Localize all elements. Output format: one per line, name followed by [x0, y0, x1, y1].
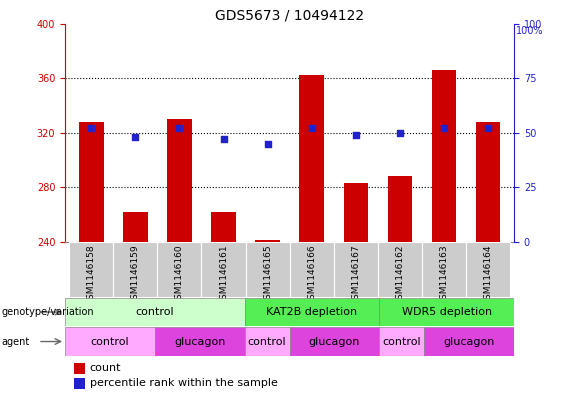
- Bar: [424, 327, 514, 356]
- Point: [483, 125, 492, 131]
- Text: control: control: [383, 336, 421, 347]
- Bar: [377, 242, 421, 297]
- Point: [219, 136, 228, 142]
- Text: GSM1146160: GSM1146160: [175, 244, 184, 305]
- Bar: [123, 212, 147, 242]
- Bar: [167, 119, 192, 242]
- Bar: [65, 298, 245, 326]
- Text: GSM1146161: GSM1146161: [219, 244, 228, 305]
- Title: GDS5673 / 10494122: GDS5673 / 10494122: [215, 8, 364, 22]
- Text: percentile rank within the sample: percentile rank within the sample: [90, 378, 277, 388]
- Text: GSM1146158: GSM1146158: [87, 244, 96, 305]
- Text: GSM1146165: GSM1146165: [263, 244, 272, 305]
- Bar: [421, 242, 466, 297]
- Text: count: count: [90, 364, 121, 373]
- Bar: [69, 242, 114, 297]
- Text: control: control: [248, 336, 286, 347]
- Bar: [466, 242, 510, 297]
- Text: agent: agent: [1, 336, 29, 347]
- Bar: [255, 241, 280, 242]
- Bar: [299, 75, 324, 242]
- Bar: [79, 122, 103, 242]
- Point: [175, 125, 184, 131]
- Bar: [388, 176, 412, 242]
- Bar: [202, 242, 246, 297]
- Bar: [74, 378, 85, 389]
- Text: GSM1146163: GSM1146163: [439, 244, 448, 305]
- Bar: [344, 183, 368, 242]
- Bar: [380, 298, 514, 326]
- Point: [439, 125, 448, 131]
- Bar: [211, 212, 236, 242]
- Point: [307, 125, 316, 131]
- Bar: [432, 70, 456, 242]
- Bar: [74, 363, 85, 374]
- Text: glucagon: glucagon: [444, 336, 495, 347]
- Text: WDR5 depletion: WDR5 depletion: [402, 307, 492, 317]
- Text: 100%: 100%: [516, 26, 544, 35]
- Bar: [114, 242, 158, 297]
- Text: control: control: [136, 307, 174, 317]
- Bar: [380, 327, 424, 356]
- Bar: [158, 242, 202, 297]
- Bar: [476, 122, 500, 242]
- Text: GSM1146159: GSM1146159: [131, 244, 140, 305]
- Bar: [333, 242, 377, 297]
- Point: [263, 140, 272, 147]
- Bar: [65, 327, 155, 356]
- Point: [351, 132, 360, 138]
- Text: GSM1146164: GSM1146164: [483, 244, 492, 305]
- Text: GSM1146162: GSM1146162: [395, 244, 404, 305]
- Text: control: control: [90, 336, 129, 347]
- Text: glucagon: glucagon: [309, 336, 360, 347]
- Bar: [155, 327, 245, 356]
- Point: [131, 134, 140, 140]
- Text: KAT2B depletion: KAT2B depletion: [267, 307, 358, 317]
- Point: [395, 129, 404, 136]
- Text: genotype/variation: genotype/variation: [1, 307, 94, 317]
- Bar: [246, 242, 289, 297]
- Text: GSM1146166: GSM1146166: [307, 244, 316, 305]
- Bar: [289, 242, 333, 297]
- Point: [87, 125, 96, 131]
- Bar: [245, 327, 289, 356]
- Text: GSM1146167: GSM1146167: [351, 244, 360, 305]
- Text: glucagon: glucagon: [174, 336, 225, 347]
- Bar: [289, 327, 380, 356]
- Bar: [245, 298, 380, 326]
